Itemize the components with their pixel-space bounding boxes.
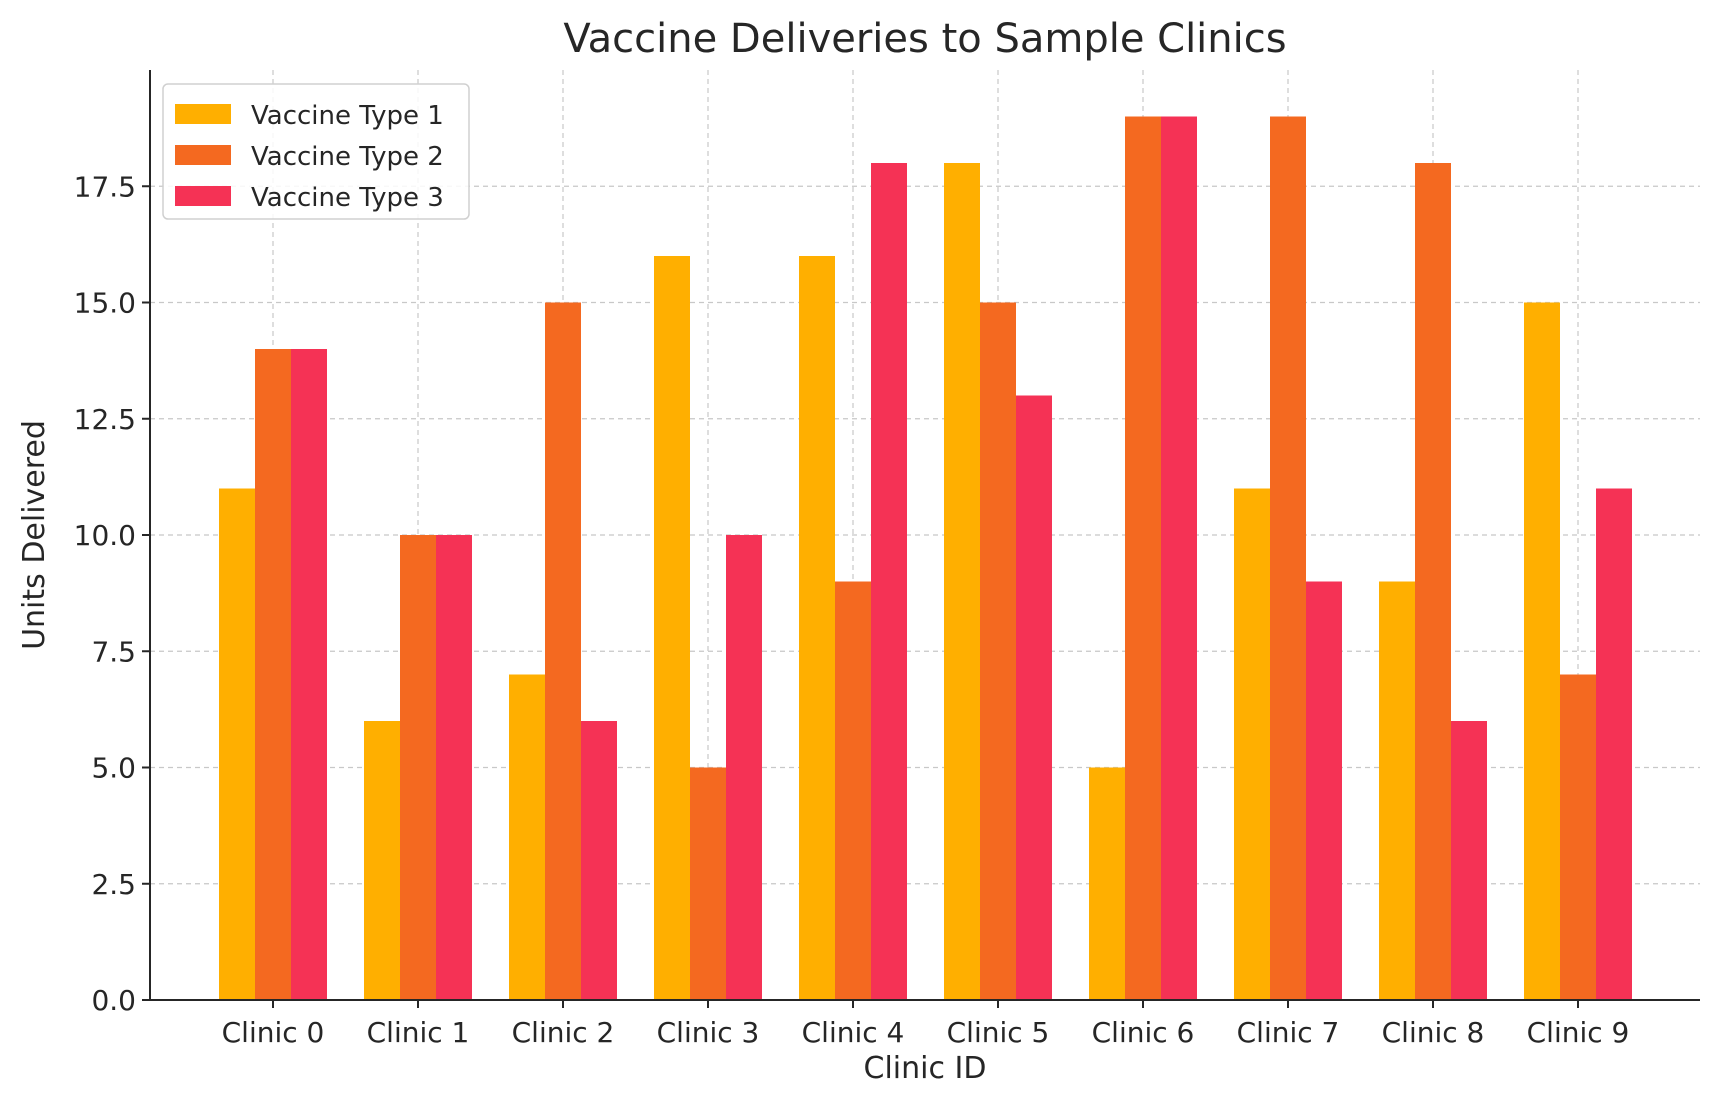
bar (400, 535, 436, 1000)
bar (1016, 395, 1052, 1000)
legend-entry: Vaccine Type 2 (251, 142, 444, 172)
x-tick-label: Clinic 8 (1382, 1016, 1485, 1049)
bar (1306, 581, 1342, 1000)
bar (436, 535, 472, 1000)
bar (364, 721, 400, 1000)
bar (291, 349, 327, 1000)
y-tick-label: 7.5 (91, 635, 136, 668)
bar (690, 767, 726, 1000)
y-tick-label: 17.5 (74, 170, 136, 203)
x-tick-label: Clinic 2 (512, 1016, 615, 1049)
bar (835, 581, 871, 1000)
bar (581, 721, 617, 1000)
chart-title: Vaccine Deliveries to Sample Clinics (563, 16, 1286, 62)
bar (1270, 116, 1306, 1000)
bar (1451, 721, 1487, 1000)
bar (654, 256, 690, 1000)
x-tick-label: Clinic 1 (367, 1016, 470, 1049)
bar (1234, 488, 1270, 1000)
x-tick-label: Clinic 4 (802, 1016, 905, 1049)
legend-swatch (175, 145, 231, 165)
legend-swatch (175, 186, 231, 206)
bar (1524, 302, 1560, 1000)
y-tick-label: 12.5 (74, 403, 136, 436)
bar (219, 488, 255, 1000)
bar (509, 674, 545, 1000)
bar (1379, 581, 1415, 1000)
bar (799, 256, 835, 1000)
bar (980, 302, 1016, 1000)
bar (1415, 163, 1451, 1000)
x-tick-label: Clinic 3 (657, 1016, 760, 1049)
bar (726, 535, 762, 1000)
legend: Vaccine Type 1 Vaccine Type 2 Vaccine Type… (162, 83, 470, 220)
bar (1125, 116, 1161, 1000)
bar (944, 163, 980, 1000)
x-tick-label: Clinic 9 (1527, 1016, 1630, 1049)
x-axis-label: Clinic ID (864, 1051, 987, 1086)
y-tick-label: 0.0 (91, 984, 136, 1017)
y-tick-label: 2.5 (91, 868, 136, 901)
bars (219, 116, 1632, 1000)
y-tick-label: 15.0 (74, 287, 136, 320)
bar (1560, 674, 1596, 1000)
x-tick-label: Clinic 7 (1237, 1016, 1340, 1049)
x-tick-label: Clinic 6 (1092, 1016, 1195, 1049)
x-tick-label: Clinic 0 (222, 1016, 325, 1049)
ticks: 0.0 2.5 5.0 7.5 10.0 12.5 15.0 17.5 Clinic 0 Clin… (74, 170, 1630, 1049)
bar (545, 302, 581, 1000)
x-tick-label: Clinic 5 (947, 1016, 1050, 1049)
y-tick-label: 10.0 (74, 519, 136, 552)
legend-entry: Vaccine Type 1 (251, 101, 444, 131)
bar (1161, 116, 1197, 1000)
bar (1596, 488, 1632, 1000)
legend-swatch (175, 104, 231, 124)
bar (871, 163, 907, 1000)
y-tick-label: 5.0 (91, 752, 136, 785)
legend-box (162, 83, 470, 220)
bar (255, 349, 291, 1000)
bar (1089, 767, 1125, 1000)
y-axis-label: Units Delivered (17, 420, 52, 650)
legend-entry: Vaccine Type 3 (251, 183, 444, 213)
